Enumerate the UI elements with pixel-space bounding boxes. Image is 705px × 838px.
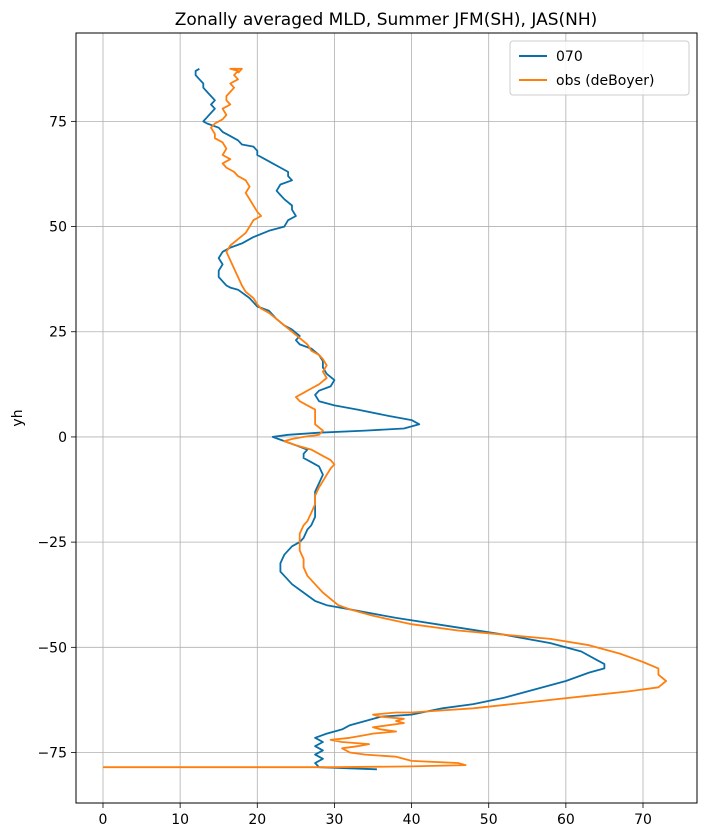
- series-line-1: [103, 67, 667, 769]
- y-tick-label: 50: [49, 220, 67, 236]
- ticks: 0 10 20 30 40 50 60 70 −75 −50 −25 0 25 50 75: [37, 114, 651, 828]
- y-axis-label: yh: [10, 409, 26, 426]
- x-tick-label: 50: [480, 812, 498, 828]
- x-tick-label: 30: [326, 812, 344, 828]
- x-tick-label: 10: [171, 812, 189, 828]
- y-tick-label: 75: [49, 114, 67, 130]
- y-tick-label: −25: [37, 535, 67, 551]
- series-line-0: [194, 68, 606, 771]
- x-tick-label: 40: [403, 812, 421, 828]
- y-tick-label: 0: [58, 430, 67, 446]
- legend: 070 obs (deBoyer): [509, 40, 690, 96]
- y-tick-label: 25: [49, 325, 67, 341]
- x-tick-label: 60: [557, 812, 575, 828]
- grid: [76, 33, 697, 803]
- axes-frame: [75, 32, 698, 804]
- x-tick-label: 0: [99, 812, 108, 828]
- x-tick-label: 70: [634, 812, 652, 828]
- chart-title: Zonally averaged MLD, Summer JFM(SH), JA…: [175, 10, 598, 30]
- series-layer: [103, 67, 667, 771]
- x-tick-label: 20: [248, 812, 266, 828]
- y-tick-label: −75: [37, 746, 67, 762]
- legend-label-0: 070: [556, 49, 583, 65]
- legend-box: [509, 40, 690, 96]
- legend-label-1: obs (deBoyer): [556, 73, 654, 89]
- y-tick-label: −50: [37, 640, 67, 656]
